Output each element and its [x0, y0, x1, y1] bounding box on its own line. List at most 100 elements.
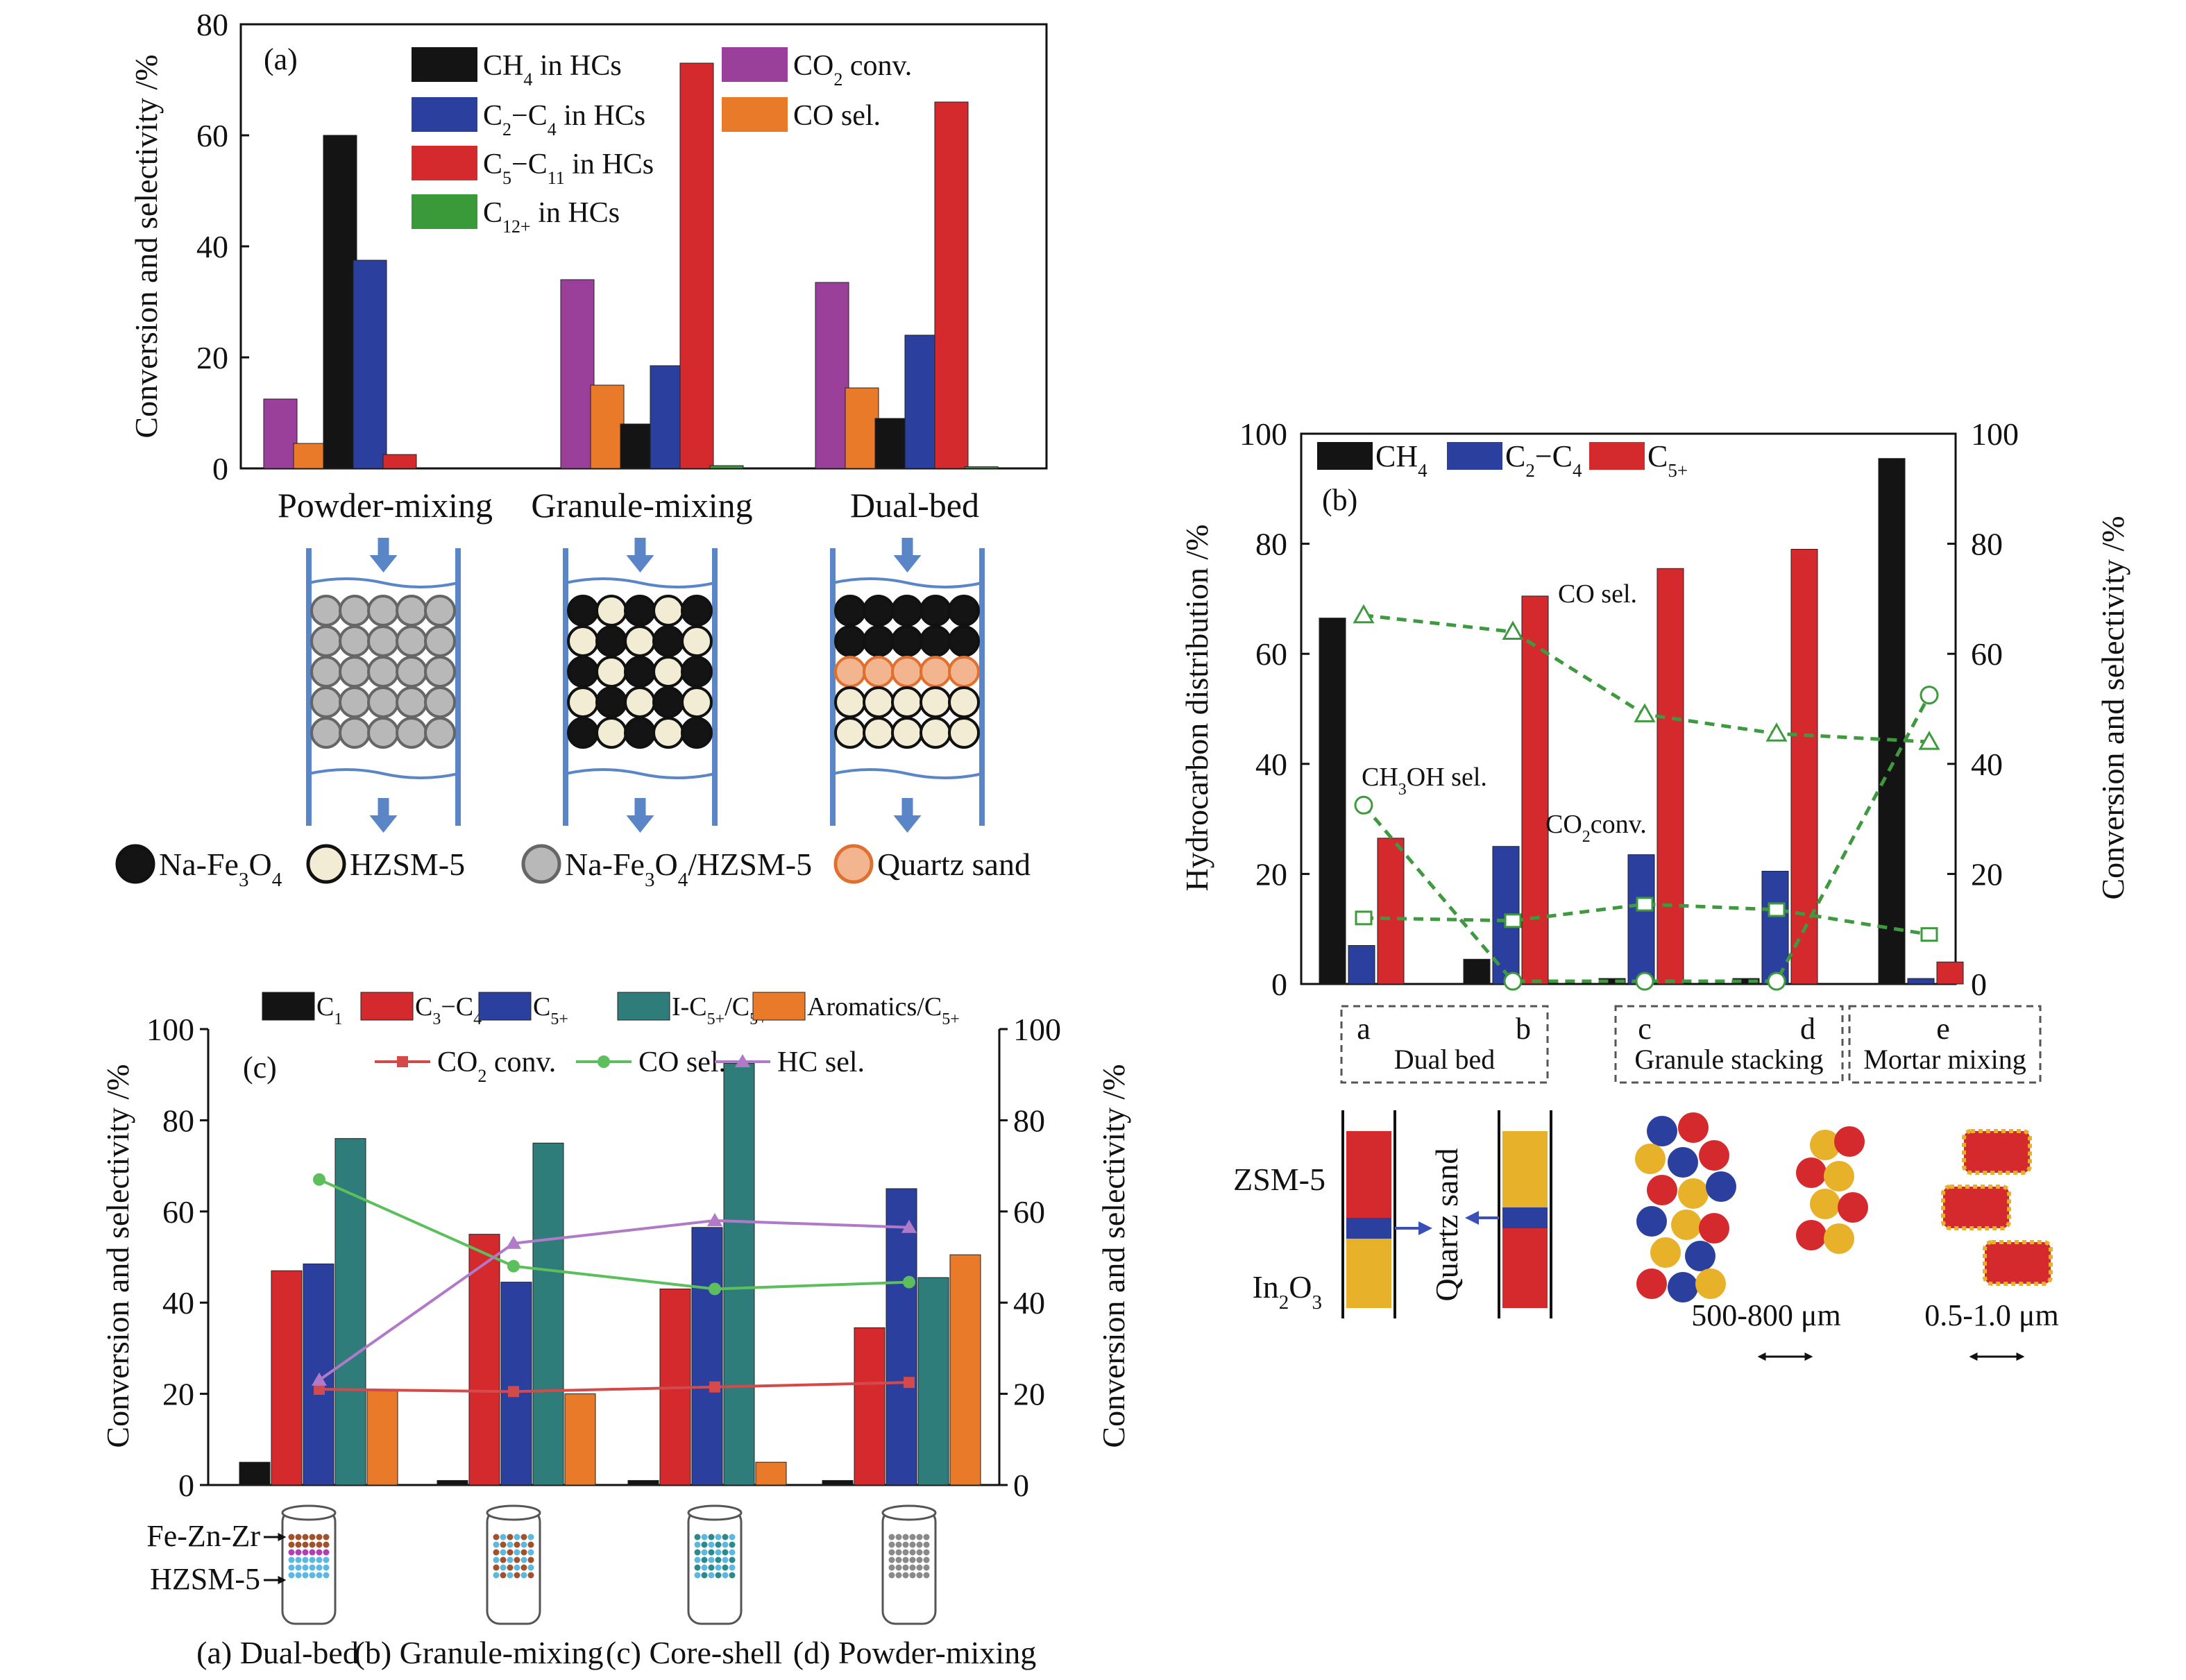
legend-label-a-text: C: [483, 100, 502, 132]
particle-na-fe3o4: [681, 717, 713, 749]
tube-top: [281, 1504, 337, 1521]
catalyst-dot: [527, 1572, 534, 1579]
schematic-legend-label-a-text: Na-Fe: [565, 847, 645, 882]
line-c-circle: [319, 1178, 910, 1291]
catalyst-dot: [295, 1572, 302, 1579]
catalyst-dot: [323, 1534, 330, 1541]
catalyst-dot: [527, 1564, 534, 1571]
particle-hzsm5: [567, 686, 599, 718]
fe-zn-zr-label: Fe-Zn-Zr: [146, 1519, 260, 1553]
reactor-tube-c: [486, 1504, 541, 1625]
bar-a-black: [874, 418, 909, 469]
catalyst-dot: [923, 1572, 930, 1579]
catalyst-dot: [500, 1534, 507, 1541]
mesh-line: [565, 577, 715, 588]
legend-particle-grey: [521, 844, 561, 884]
bar-b-red: [1657, 568, 1684, 985]
y-tick-label-c-right: 80: [1013, 1103, 1045, 1138]
y-tick-label-b: 40: [1255, 747, 1287, 782]
catalyst-dot: [916, 1572, 923, 1579]
catalyst-dot: [701, 1549, 708, 1556]
catalyst-dot: [302, 1549, 309, 1556]
legend-label-a-tail2: in HCs: [565, 149, 654, 180]
catalyst-dot: [902, 1556, 909, 1563]
legend-label-b: C5+: [1647, 439, 1688, 481]
catalyst-dot: [694, 1556, 701, 1563]
catalyst-dot: [902, 1564, 909, 1571]
legend-label-c-text: C: [533, 992, 550, 1021]
catalyst-dot: [722, 1556, 729, 1563]
marker-square-b: [1768, 902, 1786, 917]
catalyst-dot: [302, 1564, 309, 1571]
y-tick-label-b-right: 20: [1971, 856, 2003, 892]
legend-swatch-a: [412, 146, 477, 180]
catalyst-dot: [694, 1572, 701, 1579]
line-c-triangle: [318, 1219, 910, 1382]
catalyst-dot: [722, 1541, 729, 1548]
granule-red: [1834, 1126, 1865, 1157]
catalyst-dot: [708, 1564, 715, 1571]
legend-label-a-sub: 2: [833, 69, 842, 90]
particle-na-fe3o4: [834, 625, 866, 657]
legend-label-b-sub2: 4: [1573, 460, 1582, 481]
marker-square-c: [508, 1386, 519, 1398]
granule-red: [1796, 1157, 1827, 1188]
legend-swatch-a: [412, 194, 477, 229]
catalyst-dot: [708, 1572, 715, 1579]
particle-hzsm5: [891, 717, 923, 749]
marker-triangle-c: [312, 1372, 327, 1386]
bar-a-black: [620, 423, 654, 469]
catalyst-dot: [520, 1541, 527, 1548]
catalyst-dot: [527, 1534, 534, 1541]
granule-red: [1699, 1213, 1729, 1244]
legend-label-a-tail: conv.: [842, 50, 912, 82]
catalyst-dot: [729, 1556, 736, 1563]
particle-composite: [424, 625, 456, 657]
y-tick-label-c: 0: [178, 1468, 194, 1503]
particle-composite: [339, 595, 371, 627]
mortar-particle: [1941, 1185, 2011, 1230]
granule-gold: [1810, 1189, 1840, 1219]
legend-label-a-tail: −C: [511, 149, 548, 180]
bar-c-teal: [532, 1142, 564, 1486]
catalyst-dot: [493, 1541, 500, 1548]
catalyst-dot: [888, 1564, 895, 1571]
catalyst-dot: [701, 1556, 708, 1563]
catalyst-dot: [715, 1572, 722, 1579]
catalyst-dot: [309, 1541, 316, 1548]
legend-label-b-sub: 5+: [1668, 460, 1688, 481]
legend-label-b-text: C: [1505, 439, 1525, 473]
in2o3-label-text: In: [1252, 1269, 1278, 1305]
schematic-legend-label-a: Na-Fe3O4/HZSM-5: [565, 847, 812, 891]
granule-gold: [1810, 1130, 1840, 1160]
flow-arrow-icon: [369, 538, 398, 572]
size-label-2: 0.5-1.0 μm: [1924, 1298, 2058, 1332]
granule-blue: [1685, 1241, 1715, 1271]
granule-red: [1796, 1220, 1827, 1250]
particle-na-fe3o4: [863, 625, 895, 657]
panel-label-b: (b): [1322, 483, 1357, 517]
particle-composite: [310, 625, 342, 657]
catalyst-dot: [729, 1564, 736, 1571]
particle-composite: [396, 595, 427, 627]
schematic-legend-label-a-tail: O: [248, 847, 271, 882]
catalyst-dot: [715, 1564, 722, 1571]
particle-na-fe3o4: [948, 595, 980, 627]
particle-na-fe3o4: [567, 595, 599, 627]
bar-a-orange: [293, 443, 328, 469]
in2o3-label-tail: O: [1289, 1269, 1312, 1305]
legend-label-a: C2−C4 in HCs: [483, 100, 645, 139]
bar-a-blue: [353, 260, 387, 469]
legend-line-label-c-sub: 2: [477, 1066, 486, 1086]
catalyst-dot: [923, 1549, 930, 1556]
particle-na-fe3o4: [681, 595, 713, 627]
particle-composite: [424, 656, 456, 688]
legend-swatch-c: [478, 992, 532, 1021]
catalyst-dot: [514, 1534, 520, 1541]
annotation-ch3oh-b: CH3OH sel.: [1362, 763, 1487, 799]
granule-red: [1647, 1175, 1677, 1205]
particle-composite: [367, 656, 399, 688]
legend-label-c-tail: /C: [725, 992, 749, 1021]
y-tick-label-b-right: 40: [1971, 747, 2003, 782]
catalyst-dot: [895, 1534, 902, 1541]
